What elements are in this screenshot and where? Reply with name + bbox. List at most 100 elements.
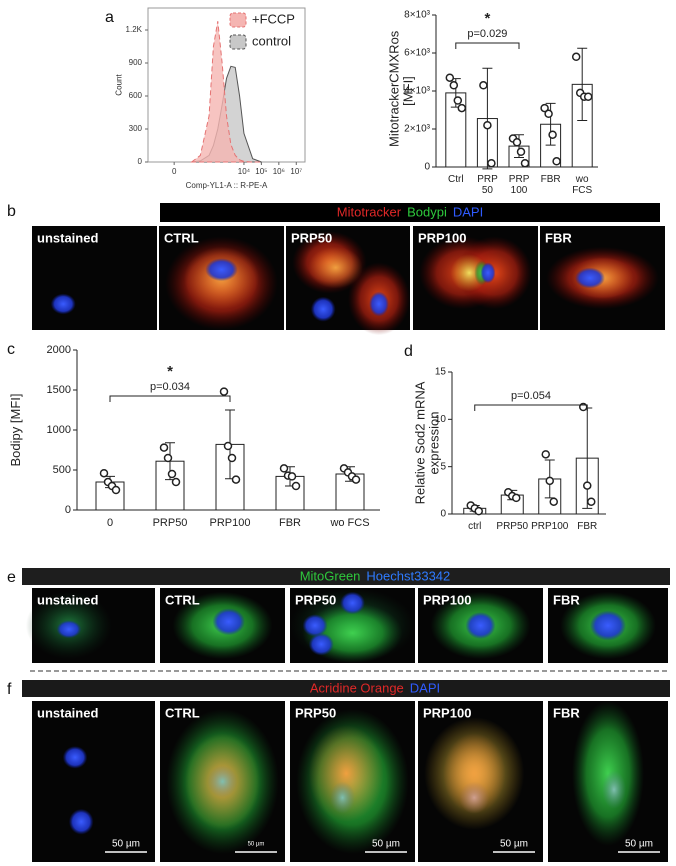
cell bbox=[590, 610, 626, 641]
stain-bar bbox=[22, 568, 670, 585]
data-point bbox=[457, 103, 467, 113]
stain-name: Hoechst33342 bbox=[366, 569, 450, 584]
data-point bbox=[167, 469, 177, 479]
y-axis-label: Relative Sod2 mRNA expression bbox=[412, 381, 442, 505]
y-tick-label: 1500 bbox=[47, 384, 71, 396]
y-axis-label: Count bbox=[114, 74, 124, 96]
cell bbox=[369, 291, 389, 317]
image-label: FBR bbox=[553, 592, 580, 607]
panel-label: a bbox=[105, 9, 114, 26]
data-point bbox=[548, 130, 557, 139]
cell bbox=[330, 781, 355, 814]
image-label: PRP50 bbox=[295, 705, 336, 720]
y-tick-label: 0 bbox=[424, 162, 430, 173]
scale-bar-label: 50 µm bbox=[112, 839, 140, 850]
x-tick-label: PRP100 bbox=[531, 521, 569, 532]
data-point bbox=[541, 450, 550, 459]
y-tick-label: 2×10³ bbox=[404, 124, 431, 135]
stain-name: Bodypi bbox=[407, 205, 447, 220]
scale-bar-label: 50 µm bbox=[625, 839, 653, 850]
data-point bbox=[479, 81, 488, 90]
cell bbox=[602, 770, 626, 809]
cell bbox=[480, 262, 496, 284]
panel-label: b bbox=[7, 203, 16, 220]
data-point bbox=[512, 493, 521, 503]
x-tick-label: 10⁴ bbox=[238, 167, 251, 176]
image-label: unstained bbox=[37, 705, 98, 720]
significance-bracket bbox=[109, 395, 231, 402]
error-bar bbox=[577, 47, 588, 121]
y-tick-label: 8×10³ bbox=[404, 10, 431, 21]
scale-bar-label: 50 µm bbox=[500, 839, 528, 850]
x-tick-label: PRP50 bbox=[496, 521, 529, 532]
data-point bbox=[219, 387, 229, 396]
y-tick-label: 0 bbox=[440, 509, 446, 520]
legend-label: control bbox=[252, 33, 291, 48]
x-tick-label: ctrl bbox=[468, 521, 482, 532]
data-point bbox=[487, 158, 496, 168]
data-point bbox=[571, 52, 581, 62]
stain-legend: MitoGreen Hoechst33342 bbox=[300, 569, 451, 584]
cell bbox=[443, 733, 506, 814]
data-point bbox=[159, 443, 169, 452]
data-point bbox=[516, 147, 526, 157]
cell bbox=[575, 267, 605, 289]
x-tick-label: 0 bbox=[172, 167, 177, 176]
y-tick-label: 5 bbox=[440, 461, 446, 472]
data-point bbox=[231, 475, 241, 484]
data-point bbox=[227, 453, 237, 463]
cell bbox=[465, 612, 496, 639]
p-value: p=0.034 bbox=[150, 381, 190, 393]
data-point bbox=[449, 81, 459, 90]
histogram-area bbox=[190, 21, 262, 163]
data-point bbox=[223, 441, 233, 451]
panel-label: e bbox=[7, 569, 16, 586]
cell bbox=[308, 633, 334, 656]
x-tick-label: FBR bbox=[279, 517, 301, 529]
x-tick-label: PRP100 bbox=[209, 517, 251, 529]
data-point bbox=[552, 157, 561, 166]
cell bbox=[62, 746, 88, 769]
cell bbox=[459, 781, 490, 814]
y-tick-label: 900 bbox=[129, 58, 143, 67]
significance-mark: * bbox=[484, 10, 490, 27]
data-point bbox=[587, 497, 596, 506]
stain-legend: Acridine Orange DAPI bbox=[310, 681, 440, 696]
x-axis-label: Comp-YL1-A :: R-PE-A bbox=[186, 181, 268, 190]
x-tick-label: wo FCS bbox=[330, 517, 370, 529]
data-point bbox=[520, 158, 530, 168]
p-value: p=0.029 bbox=[467, 28, 507, 40]
y-tick-label: 4×10³ bbox=[404, 86, 431, 97]
cell bbox=[308, 725, 384, 822]
x-tick-label: 0 bbox=[106, 517, 114, 529]
data-point bbox=[99, 468, 109, 478]
stain-bar bbox=[160, 203, 660, 222]
y-tick-label: 6×10³ bbox=[404, 48, 431, 59]
x-tick-label: PRP50 bbox=[152, 517, 188, 529]
stain-name: MitoGreen bbox=[300, 569, 361, 584]
image-label: PRP50 bbox=[295, 592, 336, 607]
y-tick-label: 500 bbox=[53, 464, 71, 476]
significance-bracket bbox=[455, 42, 520, 49]
image-label: FBR bbox=[545, 230, 572, 245]
cell bbox=[56, 620, 82, 639]
data-point bbox=[544, 109, 553, 119]
image-label: CTRL bbox=[165, 592, 200, 607]
data-point bbox=[583, 92, 593, 101]
cell bbox=[310, 296, 336, 322]
stain-bar bbox=[22, 680, 670, 697]
y-tick-label: 0 bbox=[65, 504, 71, 516]
y-tick-label: 10 bbox=[435, 414, 447, 425]
data-point bbox=[583, 481, 592, 490]
panel-label: c bbox=[7, 341, 15, 358]
x-tick-label: 10⁷ bbox=[290, 167, 302, 176]
cell bbox=[212, 608, 245, 636]
legend-label: +FCCP bbox=[252, 11, 295, 26]
stain-legend: Mitotracker Bodypi DAPI bbox=[337, 205, 483, 220]
data-point bbox=[549, 497, 558, 506]
image-label: unstained bbox=[37, 230, 98, 245]
y-tick-label: 15 bbox=[435, 367, 447, 378]
image-label: PRP100 bbox=[423, 705, 471, 720]
